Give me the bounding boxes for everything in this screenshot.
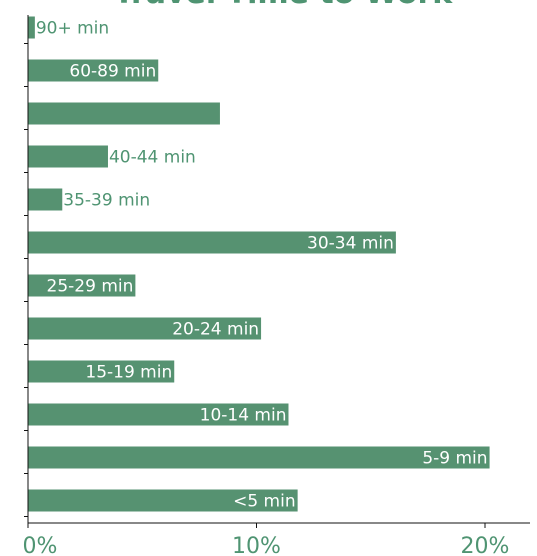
bar-11 — [28, 446, 490, 469]
bar-8 — [28, 317, 262, 340]
bar-2 — [28, 59, 159, 82]
chart-title: Travel Time to Work — [114, 0, 453, 11]
x-tick-label-1: 0% — [23, 534, 58, 556]
bar-label-10: 10-14 min — [200, 406, 287, 426]
axes-group: 0% 10% 20% — [23, 15, 530, 556]
bar-label-11: 5-9 min — [422, 449, 487, 469]
bar-label-9: 15-19 min — [85, 363, 172, 383]
bars-group: 90+ min 60-89 min 40-44 min 35-39 min 30-34 … — [28, 16, 490, 512]
bar-4 — [28, 145, 108, 168]
bar-label-8: 20-24 min — [172, 320, 259, 340]
bar-7 — [28, 274, 136, 297]
x-tick-label-3: 20% — [461, 534, 510, 556]
bar-5 — [28, 188, 63, 211]
bar-label-12: <5 min — [233, 492, 296, 512]
bar-label-1: 90+ min — [36, 19, 109, 39]
bar-9 — [28, 360, 175, 383]
bar-label-4: 40-44 min — [109, 148, 196, 168]
bar-10 — [28, 403, 289, 426]
bar-label-6: 30-34 min — [307, 234, 394, 254]
bar-label-2: 60-89 min — [69, 62, 156, 82]
bar-1 — [28, 16, 35, 39]
bar-12 — [28, 489, 298, 512]
x-tick-label-2: 10% — [232, 534, 281, 556]
bar-6 — [28, 231, 396, 254]
bar-label-7: 25-29 min — [47, 277, 134, 297]
bar-3 — [28, 102, 220, 125]
bar-label-5: 35-39 min — [63, 191, 150, 211]
